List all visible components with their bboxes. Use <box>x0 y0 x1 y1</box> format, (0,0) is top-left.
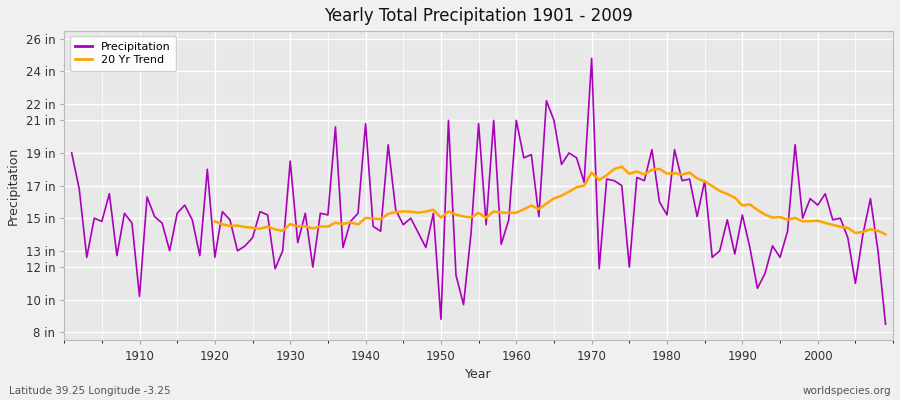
20 Yr Trend <box>775 215 786 220</box>
Precipitation <box>292 240 303 245</box>
Precipitation <box>608 178 619 183</box>
Legend: Precipitation, 20 Yr Trend: Precipitation, 20 Yr Trend <box>69 36 176 71</box>
20 Yr Trend <box>858 230 868 234</box>
Title: Yearly Total Precipitation 1901 - 2009: Yearly Total Precipitation 1901 - 2009 <box>324 7 633 25</box>
20 Yr Trend <box>616 164 627 169</box>
X-axis label: Year: Year <box>465 368 492 381</box>
Line: 20 Yr Trend: 20 Yr Trend <box>215 167 886 234</box>
Precipitation <box>586 56 597 61</box>
Line: Precipitation: Precipitation <box>72 58 886 324</box>
Precipitation <box>503 218 514 222</box>
Precipitation <box>67 150 77 155</box>
20 Yr Trend <box>300 224 310 228</box>
20 Yr Trend <box>413 210 424 215</box>
Precipitation <box>511 118 522 123</box>
Precipitation <box>127 221 138 226</box>
Precipitation <box>338 245 348 250</box>
Text: worldspecies.org: worldspecies.org <box>803 386 891 396</box>
Text: Latitude 39.25 Longitude -3.25: Latitude 39.25 Longitude -3.25 <box>9 386 171 396</box>
Y-axis label: Precipitation: Precipitation <box>7 146 20 225</box>
20 Yr Trend <box>684 170 695 175</box>
20 Yr Trend <box>210 219 220 224</box>
20 Yr Trend <box>789 216 800 220</box>
20 Yr Trend <box>880 232 891 237</box>
Precipitation <box>880 322 891 326</box>
